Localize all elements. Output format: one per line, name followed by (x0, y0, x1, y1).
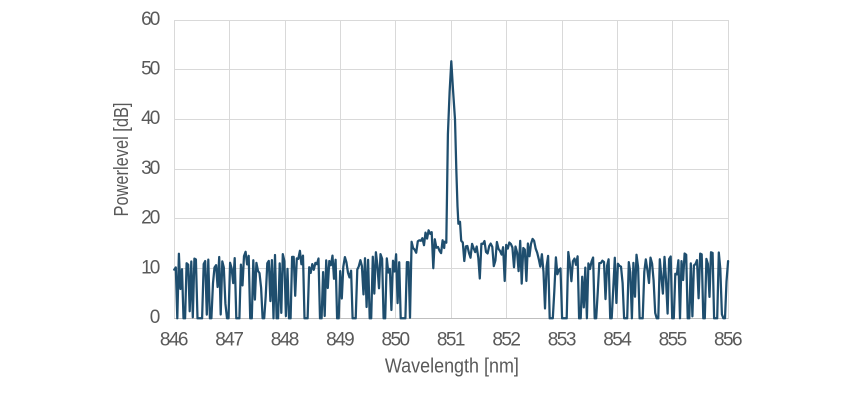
svg-text:848: 848 (271, 329, 300, 350)
svg-text:Powerlevel [dB]: Powerlevel [dB] (111, 103, 133, 217)
svg-text:852: 852 (492, 329, 521, 350)
svg-text:856: 856 (714, 329, 743, 350)
svg-text:50: 50 (141, 59, 160, 80)
svg-text:854: 854 (603, 329, 632, 350)
svg-text:847: 847 (215, 329, 244, 350)
svg-text:40: 40 (141, 108, 160, 129)
svg-text:0: 0 (150, 307, 161, 328)
svg-text:855: 855 (659, 329, 688, 350)
svg-text:853: 853 (548, 329, 577, 350)
svg-text:Wavelength [nm]: Wavelength [nm] (385, 356, 519, 378)
svg-text:849: 849 (326, 329, 355, 350)
svg-text:850: 850 (382, 329, 411, 350)
svg-text:30: 30 (141, 158, 160, 179)
svg-text:10: 10 (141, 257, 160, 278)
svg-text:60: 60 (141, 9, 160, 30)
svg-text:846: 846 (160, 329, 189, 350)
svg-text:20: 20 (141, 208, 160, 229)
svg-text:851: 851 (437, 329, 466, 350)
